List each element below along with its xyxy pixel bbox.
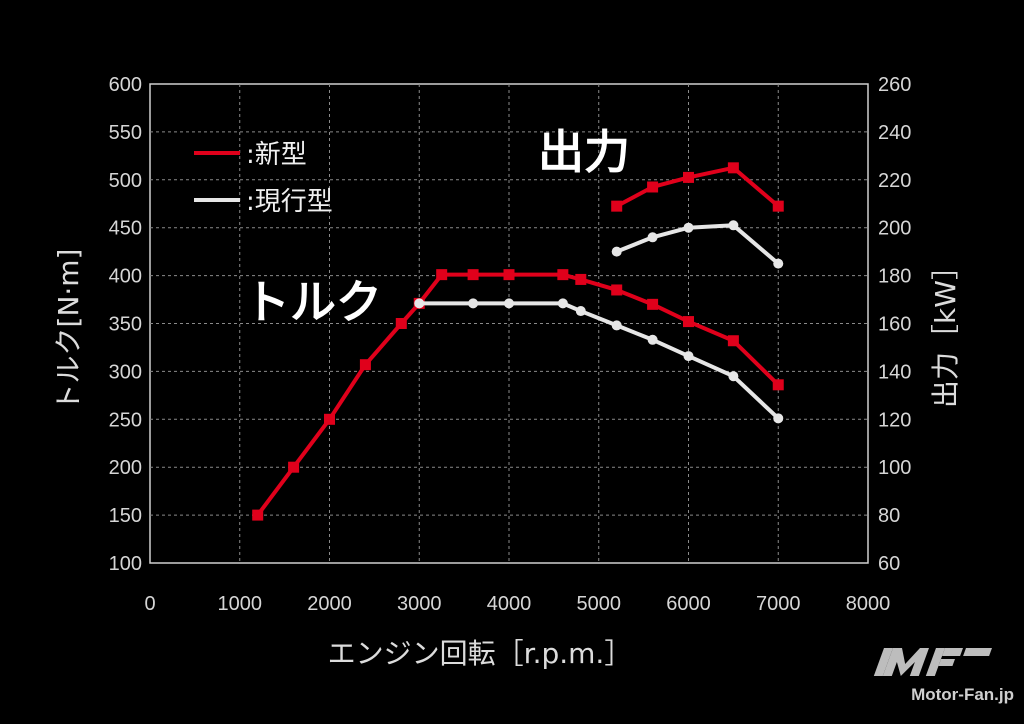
annotation-torque: トルク (244, 275, 382, 329)
x-axis-title: エンジン回転［r.p.m.］ (328, 637, 633, 670)
brand-text: Motor-Fan.jp (911, 685, 1014, 704)
y-right-tick-label: 180 (878, 266, 911, 288)
right-axis-ticks: 60 80 100 120 140 160 180 200 220 240 260 (878, 74, 911, 575)
y-left-tick-label: 250 (109, 409, 142, 431)
legend-label-current: :現行型 (246, 187, 333, 217)
y-left-tick-label: 600 (109, 74, 142, 96)
y-right-tick-label: 120 (878, 409, 911, 431)
data-point (467, 269, 479, 281)
data-point (395, 318, 407, 329)
data-point (772, 200, 784, 212)
left-axis-title: トルク[N·m] (52, 249, 85, 412)
y-right-tick-label: 220 (878, 170, 911, 192)
x-tick-label: 7000 (756, 593, 801, 615)
left-axis-ticks: 100 150 200 250 300 350 400 450 500 550 600 (109, 74, 142, 575)
series-layer (252, 162, 784, 521)
y-left-tick-label: 100 (109, 553, 142, 575)
data-point (611, 246, 622, 257)
mf-logo-icon (873, 648, 992, 676)
right-axis-title: 出力［kW］ (929, 252, 962, 408)
x-tick-label: 5000 (577, 593, 622, 615)
data-point (727, 162, 739, 174)
x-tick-label: 6000 (666, 593, 711, 615)
series-line (419, 301, 780, 420)
data-point (647, 298, 659, 310)
annotation-power: 出力 (538, 125, 630, 179)
data-point (772, 379, 784, 391)
data-point (611, 284, 623, 296)
data-point (683, 316, 694, 328)
series-current-right (611, 220, 784, 269)
data-point (468, 298, 479, 309)
x-tick-label: 3000 (397, 593, 442, 615)
y-left-tick-label: 150 (109, 505, 142, 527)
brand-logo: Motor-Fan.jp (873, 648, 1014, 704)
data-point (773, 413, 784, 424)
y-right-tick-label: 100 (878, 457, 911, 479)
data-point (647, 334, 658, 345)
y-left-tick-label: 400 (109, 266, 142, 288)
y-left-tick-label: 200 (109, 457, 142, 479)
data-point (359, 359, 371, 371)
series-new-right (611, 162, 784, 212)
x-tick-label: 8000 (846, 593, 891, 615)
data-point (647, 181, 659, 193)
data-point (557, 269, 569, 281)
data-point (683, 171, 694, 183)
data-point (683, 351, 694, 362)
data-point (436, 269, 448, 281)
data-point (647, 232, 658, 243)
data-point (611, 200, 623, 212)
y-right-tick-label: 80 (878, 505, 900, 527)
data-point (773, 258, 784, 269)
x-tick-label: 1000 (218, 593, 263, 615)
y-right-tick-label: 140 (878, 361, 911, 383)
data-point (414, 298, 425, 309)
y-right-tick-label: 260 (878, 74, 911, 96)
series-line (256, 272, 780, 517)
y-right-tick-label: 200 (878, 218, 911, 240)
y-left-tick-label: 450 (109, 218, 142, 240)
x-tick-label: 4000 (487, 593, 532, 615)
x-tick-label: 2000 (307, 593, 352, 615)
y-right-tick-label: 240 (878, 122, 911, 144)
data-point (575, 273, 587, 285)
legend-label-new: :新型 (246, 140, 307, 170)
legend: :新型 :現行型 (194, 140, 333, 217)
data-point (611, 320, 622, 331)
y-right-tick-label: 160 (878, 314, 911, 336)
y-left-tick-label: 300 (109, 361, 142, 383)
series-new-left (252, 269, 784, 521)
data-point (288, 461, 300, 473)
data-point (575, 306, 586, 317)
x-axis-ticks: 0 1000 2000 3000 4000 5000 6000 7000 8000 (144, 593, 890, 615)
data-point (504, 298, 514, 309)
y-right-tick-label: 60 (878, 553, 900, 575)
y-left-tick-label: 500 (109, 170, 142, 192)
y-left-tick-label: 350 (109, 314, 142, 336)
data-point (728, 371, 739, 382)
x-tick-label: 0 (144, 593, 155, 615)
data-point (324, 413, 335, 425)
y-left-tick-label: 550 (109, 122, 142, 144)
data-point (683, 222, 694, 233)
data-point (557, 298, 568, 309)
data-point (728, 220, 739, 231)
grid-lines (150, 84, 868, 563)
series-current-left (414, 298, 784, 424)
data-point (252, 509, 264, 521)
data-point (727, 335, 739, 347)
data-point (503, 269, 515, 281)
